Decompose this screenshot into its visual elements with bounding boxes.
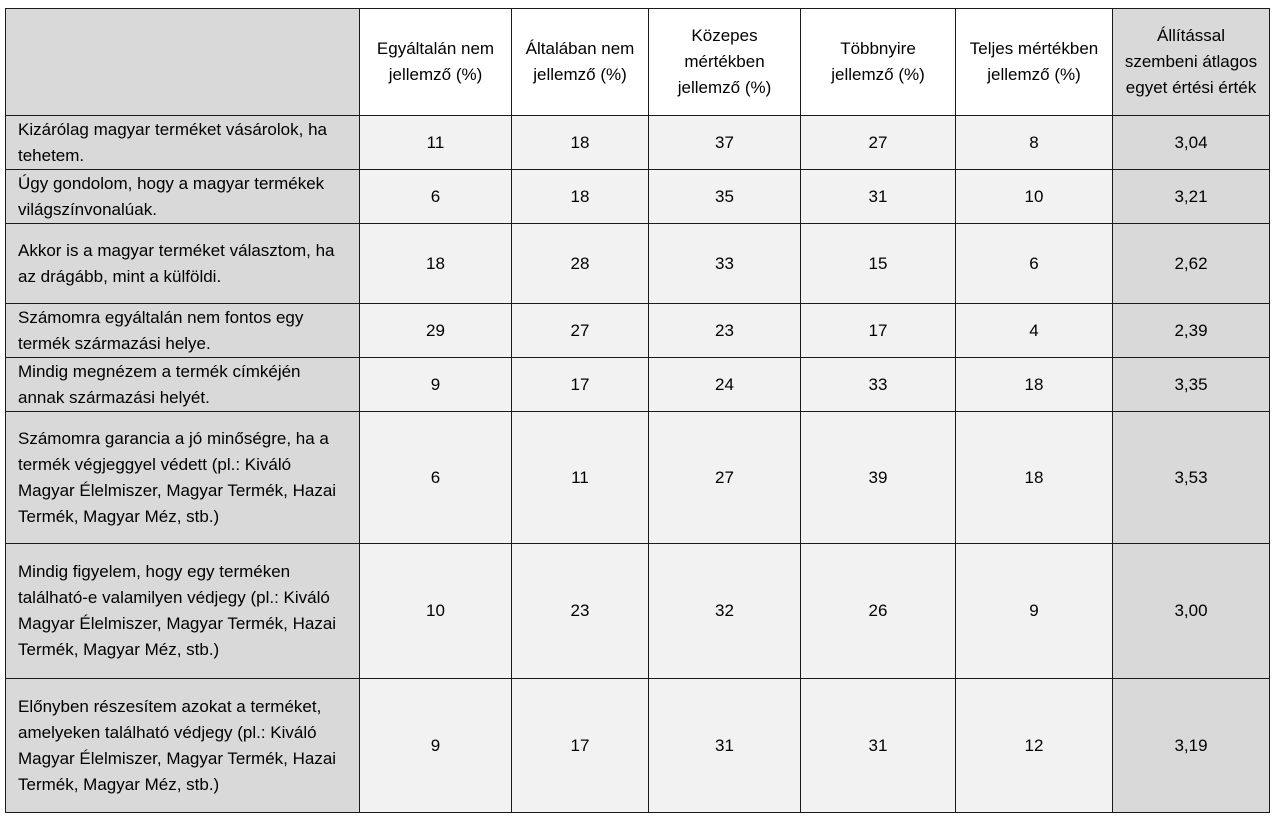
value-cell: 15 xyxy=(800,223,956,304)
value-cell: 10 xyxy=(955,169,1113,224)
value-cell: 31 xyxy=(800,169,956,224)
value-cell: 18 xyxy=(511,115,649,170)
value-cell: 9 xyxy=(359,357,512,412)
column-header-mostly: Többnyire jellemző (%) xyxy=(800,8,956,116)
value-cell: 23 xyxy=(511,543,649,679)
value-cell: 17 xyxy=(511,678,649,813)
value-cell: 26 xyxy=(800,543,956,679)
header-row: Egyáltalán nem jellemző (%) Általában ne… xyxy=(5,8,1270,116)
table-row: Számomra garancia a jó minőségre, ha a t… xyxy=(5,411,1270,544)
value-cell: 11 xyxy=(511,411,649,544)
value-cell: 18 xyxy=(955,357,1113,412)
value-cell: 32 xyxy=(648,543,801,679)
value-cell: 31 xyxy=(800,678,956,813)
statement-cell: Mindig figyelem, hogy egy terméken talál… xyxy=(5,543,360,679)
statement-cell: Mindig megnézem a termék címkéjén annak … xyxy=(5,357,360,412)
table-row: Akkor is a magyar terméket választom, ha… xyxy=(5,223,1270,304)
survey-table: Egyáltalán nem jellemző (%) Általában ne… xyxy=(5,8,1270,813)
table-row: Számomra egyáltalán nem fontos egy termé… xyxy=(5,303,1270,358)
value-cell: 33 xyxy=(648,223,801,304)
value-cell: 27 xyxy=(511,303,649,358)
table-row: Mindig megnézem a termék címkéjén annak … xyxy=(5,357,1270,412)
column-header-generally-not: Általában nem jellemző (%) xyxy=(511,8,649,116)
table-row: Előnyben részesítem azokat a terméket, a… xyxy=(5,678,1270,813)
average-cell: 3,00 xyxy=(1112,543,1270,679)
value-cell: 12 xyxy=(955,678,1113,813)
value-cell: 28 xyxy=(511,223,649,304)
value-cell: 33 xyxy=(800,357,956,412)
value-cell: 24 xyxy=(648,357,801,412)
value-cell: 9 xyxy=(955,543,1113,679)
value-cell: 6 xyxy=(359,169,512,224)
value-cell: 35 xyxy=(648,169,801,224)
statement-cell: Előnyben részesítem azokat a terméket, a… xyxy=(5,678,360,813)
value-cell: 6 xyxy=(955,223,1113,304)
value-cell: 8 xyxy=(955,115,1113,170)
value-cell: 11 xyxy=(359,115,512,170)
column-header-not-at-all: Egyáltalán nem jellemző (%) xyxy=(359,8,512,116)
column-header-moderately: Közepes mértékben jellemző (%) xyxy=(648,8,801,116)
table-row: Mindig figyelem, hogy egy terméken talál… xyxy=(5,543,1270,679)
value-cell: 9 xyxy=(359,678,512,813)
value-cell: 31 xyxy=(648,678,801,813)
average-cell: 3,19 xyxy=(1112,678,1270,813)
value-cell: 37 xyxy=(648,115,801,170)
value-cell: 6 xyxy=(359,411,512,544)
average-cell: 3,04 xyxy=(1112,115,1270,170)
value-cell: 29 xyxy=(359,303,512,358)
column-header-average: Állítással szembeni átlagos egyet értési… xyxy=(1112,8,1270,116)
value-cell: 18 xyxy=(511,169,649,224)
value-cell: 10 xyxy=(359,543,512,679)
average-cell: 3,35 xyxy=(1112,357,1270,412)
value-cell: 4 xyxy=(955,303,1113,358)
table-row: Úgy gondolom, hogy a magyar termékek vil… xyxy=(5,169,1270,224)
statement-cell: Akkor is a magyar terméket választom, ha… xyxy=(5,223,360,304)
average-cell: 3,53 xyxy=(1112,411,1270,544)
average-cell: 2,39 xyxy=(1112,303,1270,358)
column-header-fully: Teljes mértékben jellemző (%) xyxy=(955,8,1113,116)
statement-cell: Számomra garancia a jó minőségre, ha a t… xyxy=(5,411,360,544)
value-cell: 27 xyxy=(648,411,801,544)
statement-cell: Kizárólag magyar terméket vásárolok, ha … xyxy=(5,115,360,170)
value-cell: 18 xyxy=(955,411,1113,544)
value-cell: 39 xyxy=(800,411,956,544)
value-cell: 17 xyxy=(800,303,956,358)
average-cell: 3,21 xyxy=(1112,169,1270,224)
statement-cell: Számomra egyáltalán nem fontos egy termé… xyxy=(5,303,360,358)
value-cell: 18 xyxy=(359,223,512,304)
value-cell: 17 xyxy=(511,357,649,412)
table-row: Kizárólag magyar terméket vásárolok, ha … xyxy=(5,115,1270,170)
value-cell: 23 xyxy=(648,303,801,358)
average-cell: 2,62 xyxy=(1112,223,1270,304)
statement-cell: Úgy gondolom, hogy a magyar termékek vil… xyxy=(5,169,360,224)
corner-cell xyxy=(5,8,360,116)
value-cell: 27 xyxy=(800,115,956,170)
